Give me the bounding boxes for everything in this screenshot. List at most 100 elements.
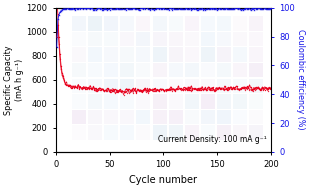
Bar — [217, 47, 231, 62]
Text: Current Density: 100 mA g⁻¹: Current Density: 100 mA g⁻¹ — [158, 135, 267, 144]
Bar — [104, 32, 118, 46]
Bar — [120, 63, 134, 77]
Bar — [104, 16, 118, 30]
Bar — [201, 125, 215, 140]
Y-axis label: Specific Capacity
(mA h g⁻¹): Specific Capacity (mA h g⁻¹) — [4, 45, 23, 115]
Bar — [88, 16, 102, 30]
Bar — [169, 110, 183, 124]
Bar — [88, 110, 102, 124]
Bar — [217, 125, 231, 140]
Bar — [137, 16, 150, 30]
Bar — [72, 125, 86, 140]
Bar — [120, 110, 134, 124]
Bar — [233, 47, 247, 62]
Bar — [233, 63, 247, 77]
Bar — [72, 110, 86, 124]
X-axis label: Cycle number: Cycle number — [129, 175, 197, 185]
Bar — [153, 94, 167, 109]
Bar — [201, 16, 215, 30]
Bar — [88, 32, 102, 46]
Bar — [249, 79, 264, 93]
Bar — [217, 79, 231, 93]
Bar — [104, 63, 118, 77]
Bar — [169, 94, 183, 109]
Bar — [185, 63, 199, 77]
Bar — [249, 47, 264, 62]
Bar — [217, 94, 231, 109]
Bar — [120, 47, 134, 62]
Bar — [185, 94, 199, 109]
Bar — [153, 79, 167, 93]
Bar — [137, 32, 150, 46]
Bar — [153, 110, 167, 124]
Bar — [201, 94, 215, 109]
Bar — [185, 47, 199, 62]
Bar — [249, 63, 264, 77]
Bar — [233, 125, 247, 140]
Bar — [137, 94, 150, 109]
Bar — [233, 94, 247, 109]
Bar — [169, 125, 183, 140]
Y-axis label: Coulombic efficiency (%): Coulombic efficiency (%) — [296, 29, 305, 130]
Bar — [104, 110, 118, 124]
Bar — [88, 79, 102, 93]
Bar — [201, 63, 215, 77]
Bar — [72, 94, 86, 109]
Bar — [137, 79, 150, 93]
Bar — [104, 125, 118, 140]
Bar — [120, 16, 134, 30]
Bar — [185, 125, 199, 140]
Bar — [120, 125, 134, 140]
Bar — [169, 63, 183, 77]
Bar — [233, 79, 247, 93]
Bar — [72, 47, 86, 62]
Bar — [217, 16, 231, 30]
Bar — [201, 79, 215, 93]
Bar — [185, 110, 199, 124]
Bar — [120, 94, 134, 109]
Bar — [185, 32, 199, 46]
Bar — [233, 16, 247, 30]
Bar — [201, 110, 215, 124]
Bar — [72, 32, 86, 46]
Bar — [88, 47, 102, 62]
Bar — [72, 16, 86, 30]
Bar — [169, 32, 183, 46]
Bar — [201, 47, 215, 62]
Bar — [249, 16, 264, 30]
Bar — [72, 79, 86, 93]
Bar — [88, 94, 102, 109]
Bar — [249, 110, 264, 124]
Bar — [185, 79, 199, 93]
Bar — [249, 32, 264, 46]
Bar — [217, 32, 231, 46]
Bar — [249, 125, 264, 140]
Bar — [169, 79, 183, 93]
Bar — [153, 32, 167, 46]
Bar — [217, 63, 231, 77]
Bar — [120, 32, 134, 46]
Bar — [217, 110, 231, 124]
Bar — [153, 125, 167, 140]
Bar — [153, 16, 167, 30]
Bar — [104, 94, 118, 109]
Bar — [72, 63, 86, 77]
Bar — [88, 63, 102, 77]
Bar — [120, 79, 134, 93]
Bar — [137, 47, 150, 62]
Bar — [201, 32, 215, 46]
Bar — [249, 94, 264, 109]
Bar — [104, 47, 118, 62]
Bar — [153, 47, 167, 62]
Bar — [137, 63, 150, 77]
Bar — [153, 63, 167, 77]
Bar — [88, 125, 102, 140]
Bar — [169, 47, 183, 62]
Bar — [137, 125, 150, 140]
Bar — [169, 16, 183, 30]
Bar — [233, 32, 247, 46]
Bar — [137, 110, 150, 124]
Bar — [185, 16, 199, 30]
Bar — [104, 79, 118, 93]
Bar — [233, 110, 247, 124]
